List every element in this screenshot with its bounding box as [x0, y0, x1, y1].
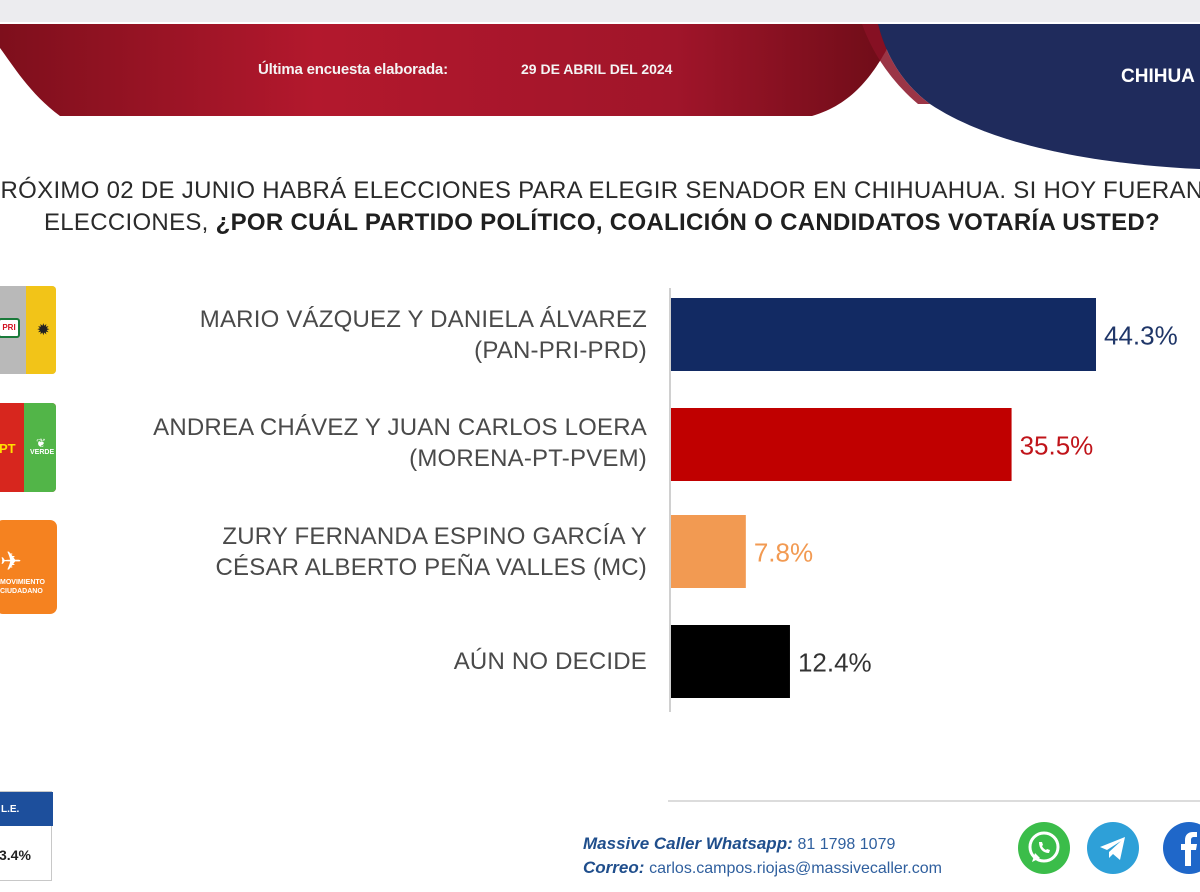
- value-label-undecided: 12.4%: [798, 648, 872, 678]
- leaf-icon: ❦: [35, 436, 47, 450]
- question-line-2-bold: ¿POR CUÁL PARTIDO POLÍTICO, COALICIÓN O …: [215, 209, 1161, 236]
- verde-text: VERDE: [30, 449, 55, 456]
- whatsapp-icon: [1028, 831, 1060, 863]
- bar-morena-pt-pvem: [671, 408, 1012, 481]
- verde-icon: ❦ VERDE: [30, 436, 55, 456]
- category-label-morena-pt-pvem: ANDREA CHÁVEZ Y JUAN CARLOS LOERA (MOREN…: [153, 414, 647, 472]
- footer-separator: [668, 800, 1200, 802]
- prd-panel: [26, 286, 56, 374]
- category-label-mc: ZURY FERNANDA ESPINO GARCÍA Y CÉSAR ALBE…: [215, 523, 647, 581]
- facebook-button[interactable]: [1163, 822, 1200, 874]
- survey-date: 29 DE ABRIL DEL 2024: [521, 61, 673, 77]
- facebook-icon: [1181, 832, 1197, 866]
- survey-date-label: Última encuesta elaborada:: [258, 61, 448, 78]
- telegram-icon: [1100, 837, 1125, 860]
- value-label-morena-pt-pvem: 35.5%: [1020, 431, 1094, 461]
- whatsapp-line: Massive Caller Whatsapp: 81 1798 1079: [583, 832, 942, 856]
- email-line: Correo: carlos.campos.riojas@massivecall…: [583, 856, 942, 880]
- bar-mc: [671, 515, 746, 588]
- question-line-2-plain: ELECCIONES,: [43, 209, 216, 236]
- pt-icon: PT: [0, 441, 16, 456]
- pan-pri-prd-logo: PRI ✹: [0, 286, 56, 374]
- side-card-heading: L.E.: [0, 792, 53, 826]
- category-label-pan-pri-prd: MARIO VÁZQUEZ Y DANIELA ÁLVAREZ (PAN-PRI…: [199, 306, 647, 364]
- state-name: CHIHUA: [1121, 66, 1195, 87]
- value-label-pan-pri-prd: 44.3%: [1104, 321, 1178, 351]
- question-line-2: ELECCIONES, ¿POR CUÁL PARTIDO POLÍTICO, …: [0, 207, 1200, 239]
- pri-icon: PRI: [0, 318, 20, 338]
- eagle-icon: ✈: [0, 546, 22, 576]
- verde-panel: [24, 403, 56, 492]
- banner-background: [0, 24, 1200, 169]
- survey-question: RÓXIMO 02 DE JUNIO HABRÁ ELECCIONES PARA…: [0, 175, 1200, 239]
- bar-undecided: [671, 625, 790, 698]
- whatsapp-label: Massive Caller Whatsapp:: [583, 834, 793, 853]
- telegram-button[interactable]: [1087, 822, 1139, 874]
- side-card-value: 3.4%: [0, 847, 31, 863]
- morena-pt-pvem-logo: PT ❦ VERDE: [0, 403, 56, 492]
- mc-logo: ✈ MOVIMIENTO CIUDADANO: [0, 520, 57, 614]
- category-label-undecided: AÚN NO DECIDE: [453, 648, 647, 675]
- bar-pan-pri-prd: [671, 298, 1096, 371]
- question-line-1: RÓXIMO 02 DE JUNIO HABRÁ ELECCIONES PARA…: [0, 177, 1200, 204]
- email-label: Correo:: [583, 858, 645, 877]
- contact-info: Massive Caller Whatsapp: 81 1798 1079 Co…: [583, 832, 942, 880]
- side-card: L.E. 3.4%: [0, 791, 53, 881]
- header-banner: Última encuesta elaborada: 29 DE ABRIL D…: [0, 24, 1200, 169]
- top-strip: [0, 0, 1200, 22]
- email-link[interactable]: carlos.campos.riojas@massivecaller.com: [649, 860, 942, 877]
- mc-text: MOVIMIENTO CIUDADANO: [0, 579, 45, 595]
- whatsapp-number[interactable]: 81 1798 1079: [797, 836, 896, 853]
- prd-sun-icon: ✹: [36, 322, 50, 339]
- whatsapp-button[interactable]: [1018, 822, 1070, 874]
- value-label-mc: 7.8%: [754, 538, 813, 568]
